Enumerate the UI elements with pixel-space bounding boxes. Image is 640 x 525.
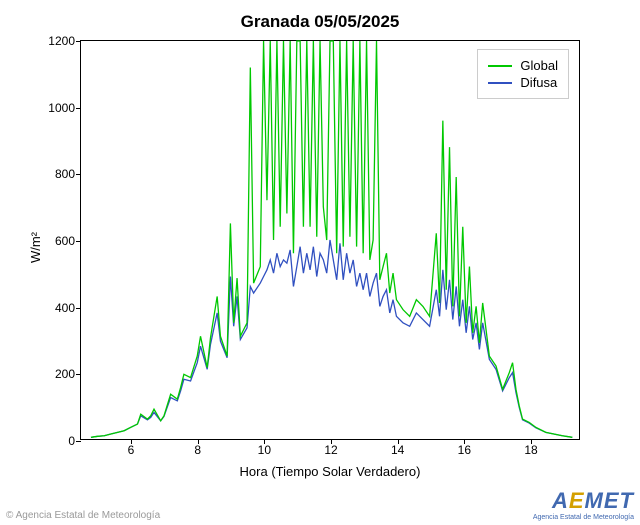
y-axis-label: W/m²	[28, 232, 43, 263]
legend-swatch-difusa	[488, 82, 512, 84]
y-tick-mark	[76, 374, 81, 375]
chart-title: Granada 05/05/2025	[0, 12, 640, 32]
legend-swatch-global	[488, 65, 512, 67]
chart-container: Granada 05/05/2025 Global Difusa 0200400…	[0, 0, 640, 525]
x-tick-mark	[331, 439, 332, 444]
x-axis-label: Hora (Tiempo Solar Verdadero)	[80, 464, 580, 479]
x-tick-mark	[531, 439, 532, 444]
plot-svg	[81, 41, 579, 439]
y-tick-label: 0	[31, 434, 81, 448]
y-tick-mark	[76, 308, 81, 309]
y-tick-label: 1000	[31, 101, 81, 115]
copyright-text: © Agencia Estatal de Meteorología	[6, 510, 160, 521]
legend-label-difusa: Difusa	[520, 75, 557, 90]
y-tick-mark	[76, 441, 81, 442]
legend-item-difusa: Difusa	[488, 75, 558, 90]
x-tick-mark	[264, 439, 265, 444]
legend-label-global: Global	[520, 58, 558, 73]
logo-main-text: AEMET	[552, 488, 634, 514]
y-tick-label: 400	[31, 301, 81, 315]
y-tick-label: 1200	[31, 34, 81, 48]
y-tick-mark	[76, 108, 81, 109]
legend: Global Difusa	[477, 49, 569, 99]
line-difusa	[91, 240, 572, 437]
aemet-logo: AEMET Agencia Estatal de Meteorología	[533, 488, 634, 521]
x-tick-mark	[464, 439, 465, 444]
y-tick-mark	[76, 241, 81, 242]
x-tick-mark	[198, 439, 199, 444]
footer: © Agencia Estatal de Meteorología AEMET …	[6, 488, 634, 521]
line-global	[91, 41, 572, 437]
logo-sub-text: Agencia Estatal de Meteorología	[533, 514, 634, 521]
y-tick-mark	[76, 41, 81, 42]
legend-item-global: Global	[488, 58, 558, 73]
y-tick-label: 800	[31, 167, 81, 181]
x-tick-mark	[131, 439, 132, 444]
x-tick-mark	[398, 439, 399, 444]
y-tick-label: 200	[31, 367, 81, 381]
plot-area: Global Difusa 02004006008001000120068101…	[80, 40, 580, 440]
y-tick-mark	[76, 174, 81, 175]
